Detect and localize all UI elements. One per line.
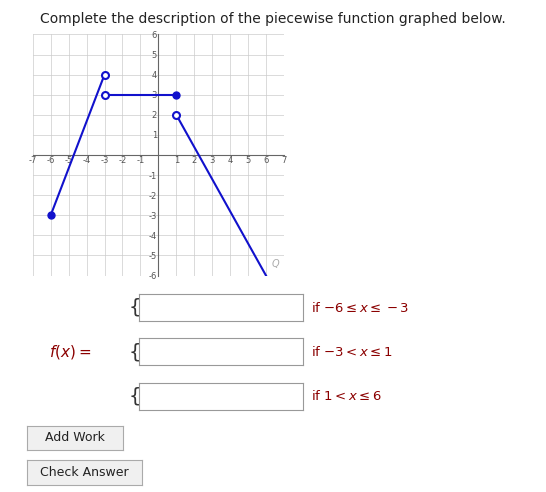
Text: if $1 < x \leq 6$: if $1 < x \leq 6$	[311, 389, 382, 403]
Text: {: {	[128, 387, 141, 405]
Text: Complete the description of the piecewise function graphed below.: Complete the description of the piecewis…	[40, 12, 506, 26]
Text: Q: Q	[271, 259, 279, 270]
Text: if $-3 < x \leq 1$: if $-3 < x \leq 1$	[311, 345, 393, 359]
Text: Add Work: Add Work	[45, 431, 105, 444]
Text: Check Answer: Check Answer	[40, 466, 129, 479]
Text: $f(x) =$: $f(x) =$	[49, 343, 92, 361]
Text: {: {	[128, 298, 141, 317]
Text: if $-6 \leq x \leq -3$: if $-6 \leq x \leq -3$	[311, 301, 410, 314]
Text: {: {	[128, 342, 141, 361]
